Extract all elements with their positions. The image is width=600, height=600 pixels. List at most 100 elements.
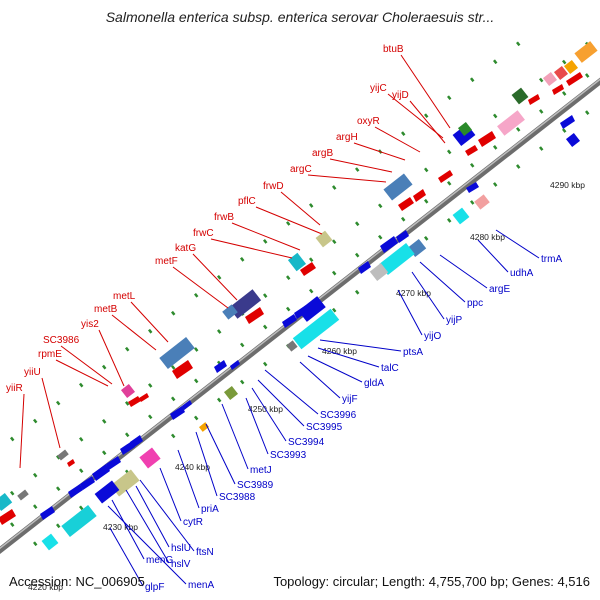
gene-box[interactable]	[41, 533, 59, 551]
gene-arrow[interactable]	[170, 406, 185, 420]
gene-label-yis2[interactable]: yis2	[81, 319, 99, 330]
gene-label-cytr[interactable]: cytR	[183, 517, 203, 528]
gene-label-yiiu[interactable]: yiiU	[24, 367, 41, 378]
gene-box[interactable]	[298, 296, 326, 322]
gene-box[interactable]	[369, 262, 389, 282]
gene-arrow[interactable]	[358, 261, 371, 274]
gene-label-udha[interactable]: udhA	[510, 268, 534, 279]
gene-box[interactable]	[120, 383, 136, 399]
gene-arrow[interactable]	[398, 197, 414, 211]
gene-label-sc3986[interactable]: SC3986	[43, 335, 80, 346]
gene-label-rpme[interactable]: rpmE	[38, 349, 62, 360]
gene-box[interactable]	[57, 449, 69, 461]
gene-label-argh[interactable]: argH	[336, 132, 358, 143]
gene-label-yijd[interactable]: yijD	[392, 90, 409, 101]
gene-label-glpf[interactable]: glpF	[145, 582, 164, 593]
gene-label-metl[interactable]: metL	[113, 291, 136, 302]
gene-box[interactable]	[474, 194, 490, 210]
gene-label-yijo[interactable]: yijO	[424, 331, 441, 342]
gene-arrow[interactable]	[466, 182, 479, 193]
gene-arrow[interactable]	[172, 360, 193, 379]
gene-arrow[interactable]	[182, 400, 192, 410]
gene-box[interactable]	[452, 207, 470, 225]
gene-label-frwc[interactable]: frwC	[193, 228, 214, 239]
gene-label-yijf[interactable]: yijF	[342, 394, 358, 405]
gene-label-hslu[interactable]: hslU	[171, 543, 191, 554]
gene-arrow[interactable]	[413, 189, 426, 202]
gene-box[interactable]	[292, 308, 340, 350]
gene-box[interactable]	[139, 447, 161, 469]
gene-arrow[interactable]	[380, 236, 398, 253]
gene-label-yijc[interactable]: yijC	[370, 83, 387, 94]
gene-label-sc3988[interactable]: SC3988	[219, 492, 256, 503]
gene-label-metf[interactable]: metF	[155, 256, 178, 267]
gene-label-sc3994[interactable]: SC3994	[288, 437, 325, 448]
gene-label-talc[interactable]: talC	[381, 363, 399, 374]
gene-label-katg[interactable]: katG	[175, 243, 196, 254]
gene-label-oxyr[interactable]: oxyR	[357, 116, 380, 127]
gene-arrow[interactable]	[130, 435, 143, 448]
gene-arrow[interactable]	[68, 484, 83, 498]
gene-arrow[interactable]	[465, 145, 478, 156]
gene-box[interactable]	[553, 65, 569, 81]
gene-arrow[interactable]	[92, 464, 110, 481]
gene-box[interactable]	[223, 385, 239, 401]
gene-box[interactable]	[383, 173, 413, 201]
gene-label-frwb[interactable]: frwB	[214, 212, 234, 223]
gene-arrow[interactable]	[560, 115, 575, 129]
gene-box[interactable]	[159, 337, 195, 369]
gene-label-frwd[interactable]: frwD	[263, 181, 284, 192]
gene-label-glda[interactable]: gldA	[364, 378, 384, 389]
gene-label-hslv[interactable]: hslV	[171, 559, 191, 570]
gene-label-sc3993[interactable]: SC3993	[270, 450, 307, 461]
gene-label-trma[interactable]: trmA	[541, 254, 562, 265]
gene-label-arge[interactable]: argE	[489, 284, 510, 295]
gene-box[interactable]	[315, 230, 333, 248]
gene-arrow[interactable]	[128, 396, 141, 407]
gene-arrow[interactable]	[478, 131, 496, 147]
gene-box[interactable]	[222, 304, 238, 320]
gene-arrow[interactable]	[106, 456, 121, 470]
gene-arrow[interactable]	[40, 506, 55, 520]
gene-box[interactable]	[286, 340, 298, 352]
gene-label-meng[interactable]: menG	[146, 555, 173, 566]
gene-arrow[interactable]	[300, 262, 316, 276]
gene-label-argc[interactable]: argC	[290, 164, 312, 175]
gene-arrow[interactable]	[566, 72, 583, 86]
gene-label-ppc[interactable]: ppc	[467, 298, 483, 309]
gene-label-yijp[interactable]: yijP	[446, 315, 462, 326]
gene-label-metj[interactable]: metJ	[250, 465, 272, 476]
gene-arrow[interactable]	[552, 84, 564, 95]
gene-box[interactable]	[563, 59, 579, 75]
gene-label-sc3995[interactable]: SC3995	[306, 422, 343, 433]
gene-box[interactable]	[94, 480, 120, 504]
gene-box[interactable]	[17, 489, 29, 501]
gene-box[interactable]	[0, 492, 13, 512]
gene-box[interactable]	[379, 243, 415, 275]
gene-arrow[interactable]	[245, 307, 264, 324]
gene-label-metb[interactable]: metB	[94, 304, 118, 315]
gene-arrow[interactable]	[438, 170, 453, 183]
gene-arrow[interactable]	[396, 230, 409, 243]
gene-arrow[interactable]	[139, 393, 149, 402]
gene-label-mena[interactable]: menA	[188, 580, 214, 591]
gene-box[interactable]	[287, 252, 307, 272]
gene-label-sc3996[interactable]: SC3996	[320, 410, 357, 421]
gene-arrow[interactable]	[528, 94, 540, 105]
gene-box[interactable]	[542, 71, 558, 87]
gene-label-pflc[interactable]: pflC	[238, 196, 256, 207]
gene-box[interactable]	[565, 132, 581, 148]
gene-label-btub[interactable]: btuB	[383, 44, 404, 55]
gene-label-sc3989[interactable]: SC3989	[237, 480, 274, 491]
gene-arrow[interactable]	[0, 509, 16, 525]
gene-arrow[interactable]	[80, 476, 95, 490]
gene-box[interactable]	[457, 121, 473, 137]
gene-label-ftsn[interactable]: ftsN	[196, 547, 214, 558]
gene-box[interactable]	[61, 505, 97, 537]
gene-box[interactable]	[497, 110, 525, 136]
gene-label-yiir[interactable]: yiiR	[6, 383, 23, 394]
gene-box[interactable]	[574, 41, 598, 63]
gene-arrow[interactable]	[230, 360, 240, 370]
gene-arrow[interactable]	[282, 314, 297, 328]
gene-label-ptsa[interactable]: ptsA	[403, 347, 423, 358]
